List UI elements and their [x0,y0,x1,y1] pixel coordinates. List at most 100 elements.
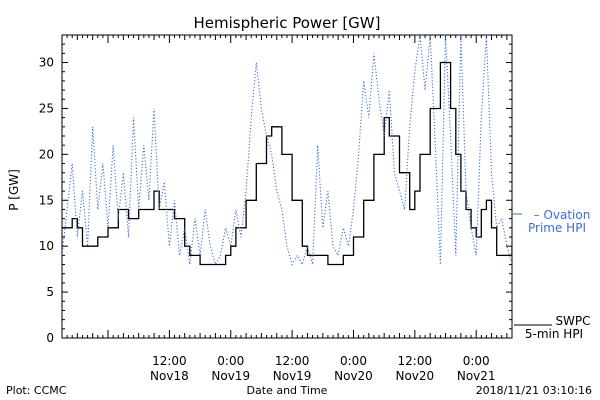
data-point [61,227,62,228]
data-point [481,117,482,118]
data-point [189,264,190,265]
x-axis: 12:00Nov180:00Nov1912:00Nov190:00Nov2012… [61,35,513,383]
y-axis-label: P [GW] [7,169,21,211]
data-point [251,117,252,118]
data-point [123,172,124,173]
data-point [506,255,507,256]
data-point [174,200,175,201]
x-tick-label-time: 12:00 [275,354,310,368]
data-point [164,181,165,182]
data-point [292,200,293,201]
data-point [394,172,395,173]
data-point [230,246,231,247]
data-point [384,135,385,136]
y-tick-label: 5 [46,285,54,299]
data-point [235,209,236,210]
data-point [317,145,318,146]
data-point [384,117,385,118]
data-point [399,190,400,191]
data-point [419,154,420,155]
data-point [82,190,83,191]
data-point [343,255,344,256]
data-point [419,34,420,35]
data-point [174,218,175,219]
data-point [332,246,333,247]
data-point [491,172,492,173]
data-point [496,227,497,228]
x-tick-label-date: Nov18 [150,369,189,383]
data-point [450,135,451,136]
data-point [220,255,221,256]
data-point [194,218,195,219]
x-tick-label-date: Nov19 [273,369,312,383]
y-tick-label: 20 [39,147,54,161]
data-point [506,246,507,247]
data-point [297,255,298,256]
data-point [491,227,492,228]
footer-plot-credit: Plot: CCMC [6,384,67,397]
data-point [184,227,185,228]
data-point [102,163,103,164]
data-point [245,200,246,201]
x-tick-label-date: Nov20 [395,369,434,383]
data-point [153,108,154,109]
data-point [261,108,262,109]
data-point [169,209,170,210]
legend-ovation-line1: – Ovation [534,208,591,222]
data-point [256,163,257,164]
x-tick-label-time: 0:00 [463,354,490,368]
data-point [430,108,431,109]
data-point [409,209,410,210]
data-point [225,227,226,228]
legend-swpc-line1: SWPC [555,314,590,328]
y-tick-label: 15 [39,193,54,207]
data-point [312,264,313,265]
data-point [205,209,206,210]
data-point [445,34,446,35]
data-point [159,209,160,210]
data-point [511,246,512,247]
data-point [128,218,129,219]
data-point [97,236,98,237]
data-point [307,246,308,247]
data-point [184,246,185,247]
data-point [143,145,144,146]
y-tick-label: 25 [39,101,54,115]
data-point [450,108,451,109]
x-tick-label-date: Nov21 [457,369,496,383]
series-ovation-line [62,35,512,266]
data-point [414,190,415,191]
data-point [72,218,73,219]
data-point [138,209,139,210]
data-point [373,53,374,54]
data-point [435,145,436,146]
data-point [153,190,154,191]
data-point [199,264,200,265]
data-point [348,246,349,247]
x-tick-label-time: 12:00 [398,354,433,368]
data-point [414,71,415,72]
data-point [389,89,390,90]
data-point [97,209,98,210]
data-point [276,190,277,191]
data-point [107,227,108,228]
data-point [266,135,267,136]
data-point [307,255,308,256]
y-tick-label: 30 [39,56,54,70]
y-tick-label: 10 [39,239,54,253]
data-point [455,154,456,155]
data-point [465,209,466,210]
x-tick-label-time: 0:00 [340,354,367,368]
series-swpc-line [62,61,512,266]
data-point [281,154,282,155]
data-point [363,200,364,201]
data-point [61,255,62,256]
data-point [113,145,114,146]
data-point [148,200,149,201]
data-point [199,255,200,256]
data-point [189,255,190,256]
data-point [82,246,83,247]
data-point [511,264,512,265]
